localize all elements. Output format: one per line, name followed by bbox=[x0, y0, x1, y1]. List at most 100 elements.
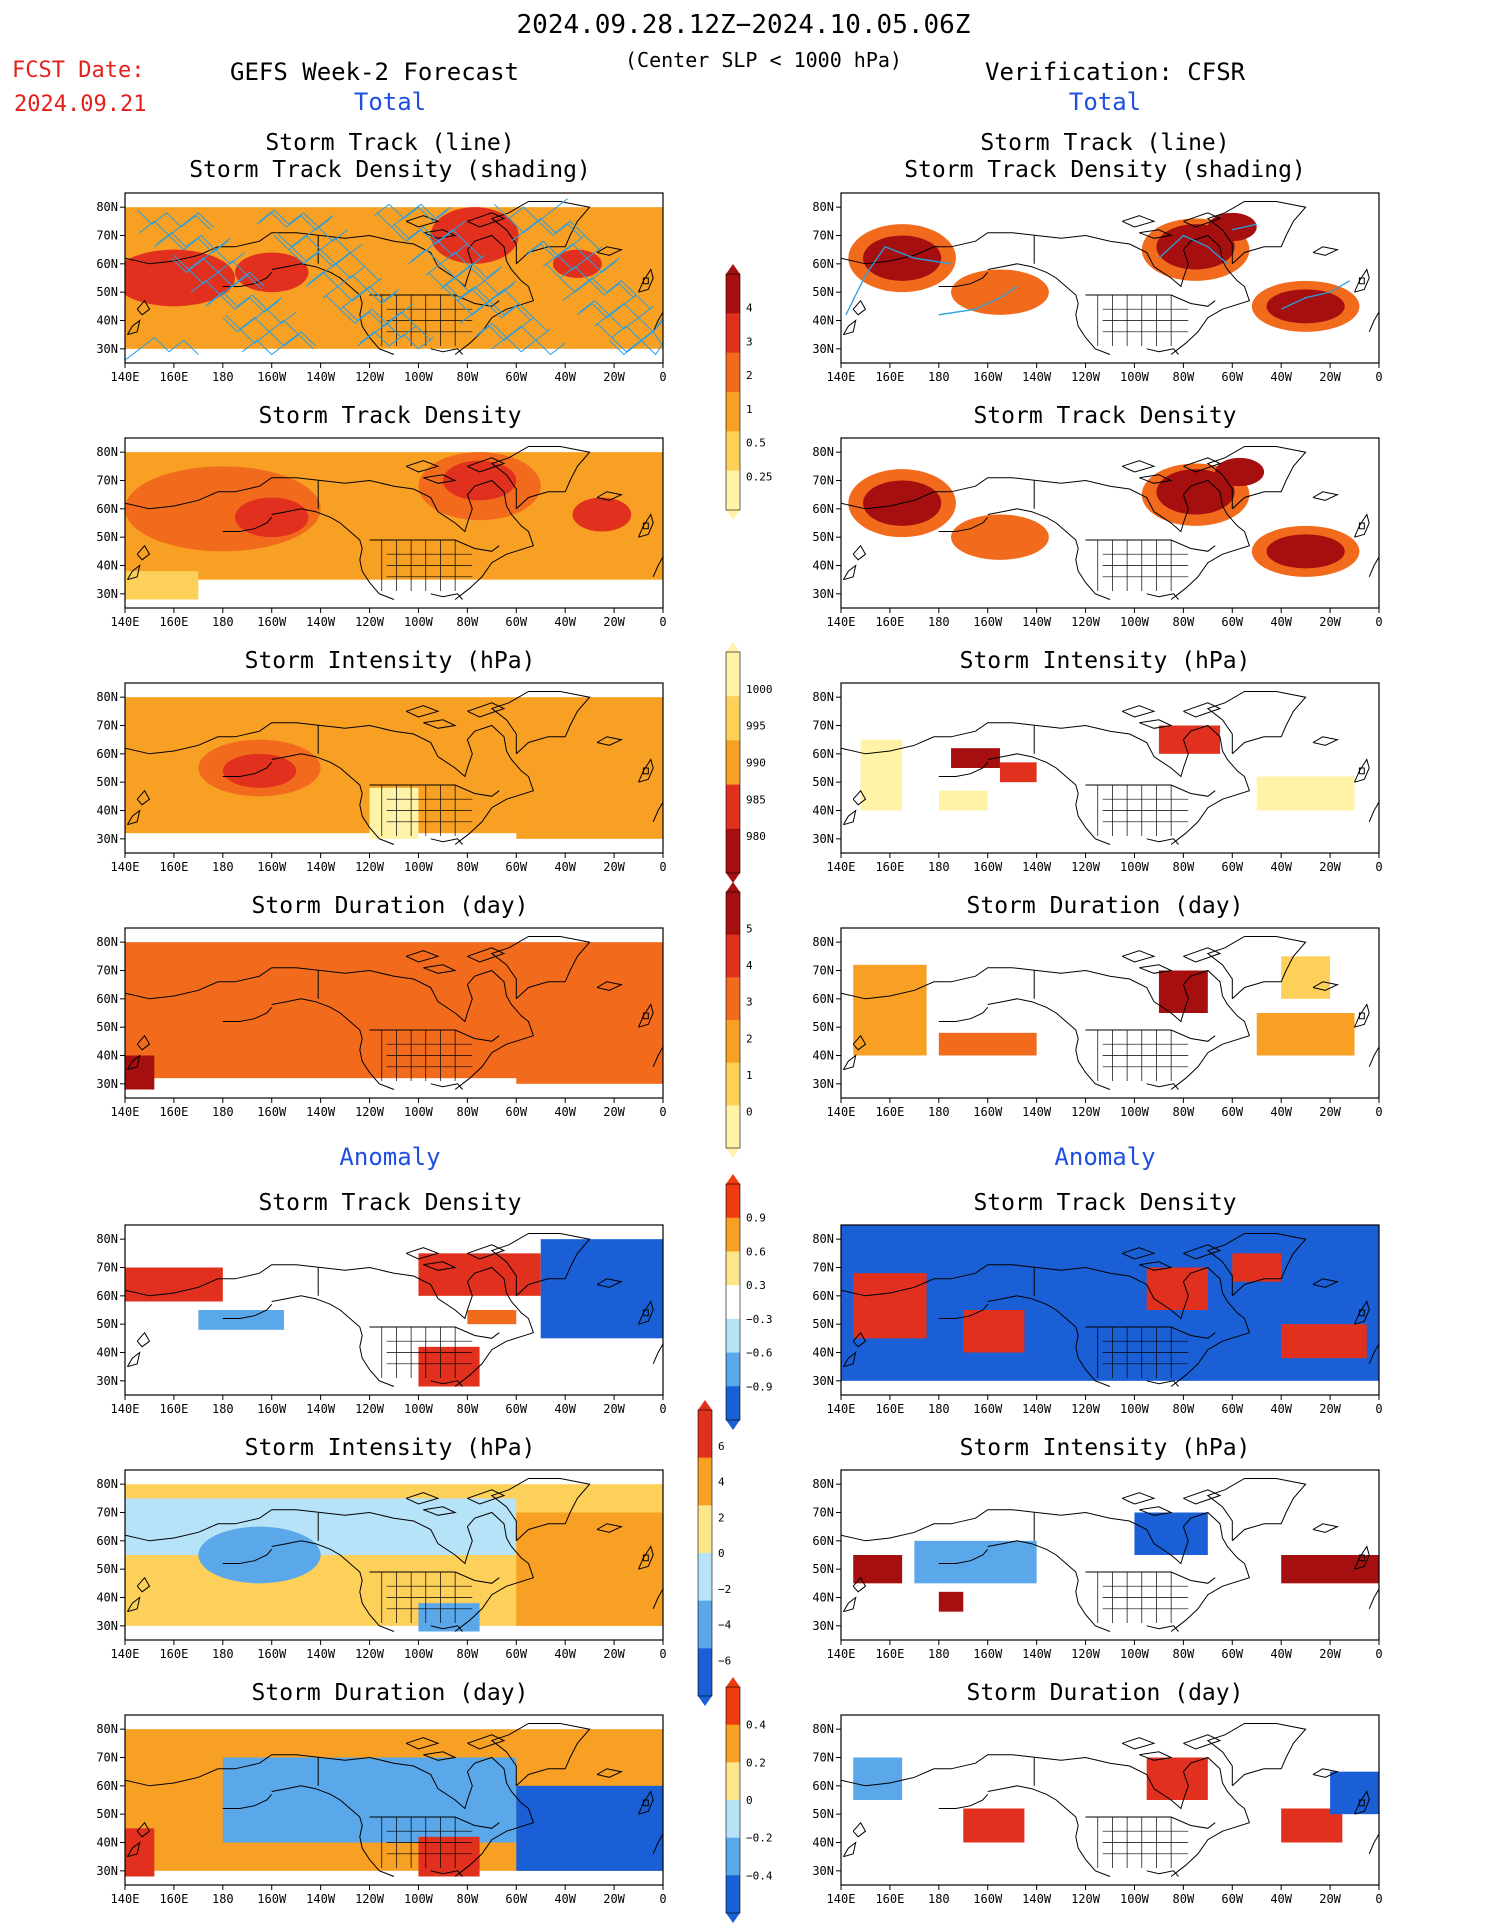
coastline bbox=[852, 1331, 867, 1348]
lon-label: 140W bbox=[1022, 1105, 1052, 1119]
shading-region bbox=[572, 497, 632, 532]
lat-label: 50N bbox=[96, 530, 118, 544]
colorbar-swatch bbox=[726, 892, 740, 936]
lon-label: 140W bbox=[306, 860, 336, 874]
colorbar-frame bbox=[725, 651, 741, 874]
colorbar-swatch bbox=[726, 1285, 740, 1320]
coastline bbox=[430, 1870, 463, 1877]
lat-label: 70N bbox=[96, 1506, 118, 1520]
coastline bbox=[1085, 784, 1216, 797]
lat-label: 60N bbox=[812, 1289, 834, 1303]
map-field bbox=[841, 691, 1379, 845]
colorbar-swatch bbox=[726, 1184, 740, 1219]
colorbar-swatch bbox=[726, 696, 740, 741]
coastline bbox=[1206, 691, 1307, 755]
storm-track-line bbox=[207, 291, 282, 310]
lon-label: 20W bbox=[1319, 1402, 1341, 1416]
coastline bbox=[1183, 1244, 1222, 1260]
lat-label: 70N bbox=[96, 474, 118, 488]
lat-label: 50N bbox=[812, 1807, 834, 1821]
storm-track-line bbox=[474, 317, 549, 341]
coastline bbox=[1312, 1768, 1340, 1778]
lat-label: 60N bbox=[96, 747, 118, 761]
map-field bbox=[841, 446, 1379, 600]
lat-label: 80N bbox=[96, 1477, 118, 1491]
coastline bbox=[638, 1300, 654, 1325]
colorbar-label: 4 bbox=[718, 1476, 725, 1489]
shading-region bbox=[914, 1540, 1037, 1584]
lon-label: 140W bbox=[1022, 860, 1052, 874]
lon-label: 120W bbox=[355, 1402, 385, 1416]
lon-label: 60W bbox=[505, 615, 527, 629]
lon-label: 80W bbox=[457, 1105, 479, 1119]
coastline bbox=[271, 508, 395, 600]
coastline bbox=[1358, 1012, 1365, 1020]
lat-label: 40N bbox=[812, 804, 834, 818]
coastline bbox=[467, 1244, 506, 1260]
colorbar-swatch bbox=[726, 740, 740, 786]
lat-label: 80N bbox=[812, 935, 834, 949]
lat-label: 60N bbox=[96, 502, 118, 516]
coastline bbox=[1146, 1083, 1179, 1090]
colorbar-swatch bbox=[726, 313, 740, 354]
panel-title-anom-density-right: Storm Track Density bbox=[973, 1190, 1237, 1216]
lat-label: 50N bbox=[96, 285, 118, 299]
lat-label: 30N bbox=[812, 587, 834, 601]
lon-label: 180 bbox=[212, 1647, 234, 1661]
lat-label: 70N bbox=[96, 719, 118, 733]
lat-label: 30N bbox=[812, 342, 834, 356]
colorbar-cap-top bbox=[726, 882, 740, 892]
colorbar-label: 2 bbox=[746, 369, 753, 382]
colorbar-cap-bottom bbox=[726, 873, 740, 883]
storm-track-line bbox=[542, 254, 617, 273]
shading-region bbox=[418, 1253, 541, 1296]
lat-label: 30N bbox=[812, 1619, 834, 1633]
shading-region bbox=[1232, 1253, 1282, 1282]
lon-label: 0 bbox=[1375, 370, 1382, 384]
lon-label: 140W bbox=[1022, 1647, 1052, 1661]
storm-track-line bbox=[508, 218, 583, 239]
coastline bbox=[1312, 246, 1340, 256]
colorbar-swatch bbox=[698, 1505, 712, 1554]
coastline bbox=[1121, 1247, 1156, 1260]
coastline bbox=[841, 232, 1251, 355]
lon-label: 0 bbox=[659, 1402, 666, 1416]
lat-label: 40N bbox=[812, 1346, 834, 1360]
map-field bbox=[125, 446, 663, 600]
colorbar-cap-bottom bbox=[726, 510, 740, 520]
lon-label: 0 bbox=[659, 1647, 666, 1661]
coastline bbox=[987, 998, 1111, 1090]
lat-label: 40N bbox=[96, 804, 118, 818]
coastline bbox=[271, 998, 395, 1090]
lat-label: 50N bbox=[96, 1020, 118, 1034]
lon-label: 20W bbox=[603, 1105, 625, 1119]
colorbar-label: 1 bbox=[746, 1069, 753, 1082]
lon-label: 120W bbox=[1071, 370, 1101, 384]
shading-region bbox=[1330, 1771, 1379, 1815]
coastline bbox=[271, 1295, 395, 1387]
colorbar-swatch bbox=[726, 392, 740, 432]
colorbar-label: 0 bbox=[746, 1105, 753, 1118]
coastline bbox=[1121, 1492, 1156, 1505]
lat-label: 80N bbox=[96, 935, 118, 949]
lon-label: 120W bbox=[1071, 1402, 1101, 1416]
lon-label: 0 bbox=[1375, 1105, 1382, 1119]
map-frame bbox=[840, 682, 1380, 854]
title-line-track: Storm Track (line) bbox=[265, 130, 515, 156]
coastline bbox=[222, 1006, 273, 1022]
coastline bbox=[136, 1576, 151, 1593]
coastline bbox=[652, 1588, 663, 1609]
storm-track-line bbox=[393, 223, 468, 245]
lat-label: 60N bbox=[812, 747, 834, 761]
colorbar-cap-bottom bbox=[698, 1696, 712, 1706]
storm-track-line bbox=[442, 280, 517, 305]
coastline bbox=[125, 1264, 535, 1387]
storm-track-line bbox=[545, 257, 620, 282]
colorbar-label: 0 bbox=[746, 1794, 753, 1807]
lon-label: 80W bbox=[1173, 1402, 1195, 1416]
storm-track-line bbox=[356, 322, 432, 347]
lon-label: 140E bbox=[111, 1105, 140, 1119]
coastline bbox=[596, 1278, 624, 1288]
lon-label: 160W bbox=[257, 1892, 287, 1906]
